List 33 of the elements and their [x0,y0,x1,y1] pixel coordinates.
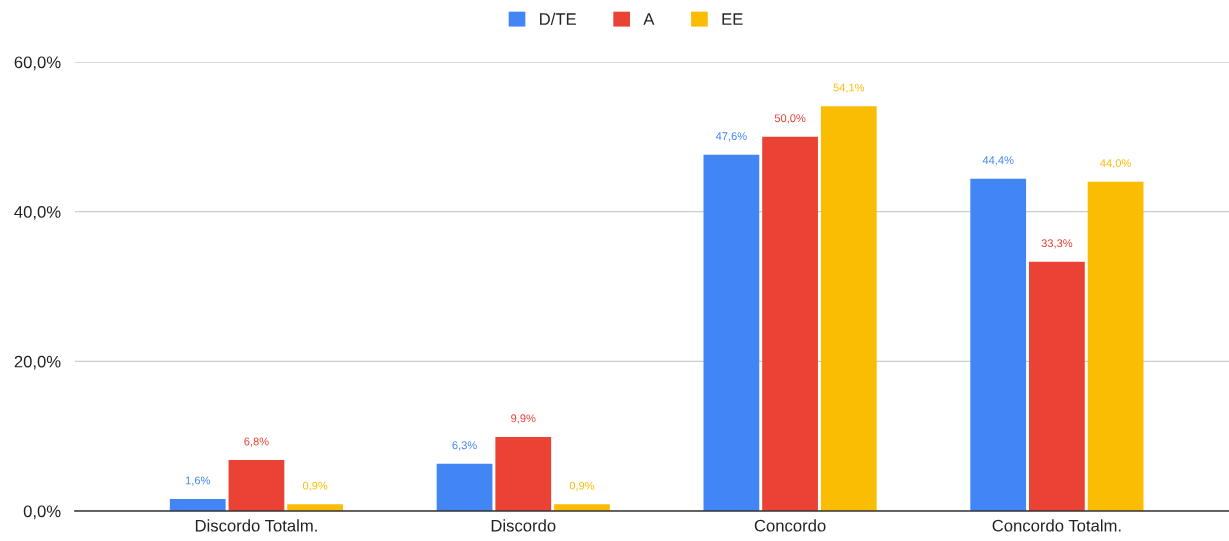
data-label: 6,3% [452,441,477,451]
data-label: 33,3% [1041,239,1073,249]
x-tick-label: Concordo [754,519,826,532]
data-label: 0,9% [569,481,595,491]
bar [169,499,226,511]
bar [703,154,760,511]
bar [970,178,1027,511]
legend-label: EE [722,13,743,25]
x-tick-label: Discordo Totalm. [195,519,317,532]
bar [495,436,552,511]
x-tick-label: Discordo [491,519,556,532]
bar [436,463,493,511]
data-label: 47,6% [715,132,747,142]
bar [762,136,818,511]
bar [1029,261,1085,511]
y-tick-label: 60,0% [14,56,61,71]
y-tick-label: 40,0% [14,206,61,220]
legend-label: D/TE [540,12,576,25]
bar [820,106,877,511]
data-label: 6,8% [244,437,269,447]
y-tick-label: 20,0% [14,355,61,370]
bar [1087,181,1144,511]
x-tick-label: Concordo Totalm. [992,519,1121,532]
data-label: 54,1% [833,83,865,93]
y-tick-label: 0,0% [23,505,61,520]
data-label: 44,4% [982,156,1014,166]
data-label: 1,6% [185,476,211,486]
data-label: 44,0% [1100,159,1131,169]
bar [228,460,285,511]
legend-label: A [643,13,655,25]
data-label: 9,9% [511,414,536,424]
data-label: 50,0% [774,114,806,124]
data-label: 0,9% [302,481,328,491]
